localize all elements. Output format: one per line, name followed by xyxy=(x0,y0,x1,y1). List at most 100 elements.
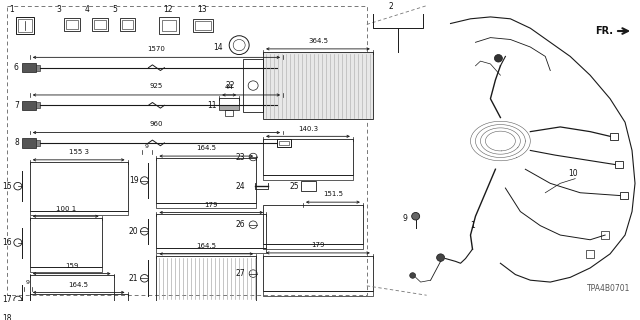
Text: 179: 179 xyxy=(311,242,324,248)
Text: 20: 20 xyxy=(129,227,138,236)
Bar xyxy=(30,294,127,320)
Text: 13: 13 xyxy=(197,5,207,14)
Text: 3: 3 xyxy=(57,5,61,14)
Text: 27: 27 xyxy=(236,269,245,278)
Text: 925: 925 xyxy=(150,83,163,89)
Bar xyxy=(156,256,256,301)
Bar xyxy=(64,18,79,31)
Text: 155 3: 155 3 xyxy=(68,149,89,155)
Text: 4: 4 xyxy=(84,5,90,14)
Circle shape xyxy=(412,212,420,220)
Text: 9: 9 xyxy=(26,280,30,285)
Text: 140.3: 140.3 xyxy=(298,126,318,132)
Bar xyxy=(66,20,77,29)
Bar xyxy=(243,59,263,112)
Bar xyxy=(610,132,618,140)
Text: 25: 25 xyxy=(289,182,299,191)
Bar xyxy=(156,203,256,208)
Bar xyxy=(156,158,256,203)
Text: 22: 22 xyxy=(226,81,235,90)
Circle shape xyxy=(410,273,415,278)
Circle shape xyxy=(495,54,502,62)
Bar xyxy=(30,267,102,272)
Bar xyxy=(279,66,289,69)
Text: 24: 24 xyxy=(236,182,245,191)
Text: 1: 1 xyxy=(9,5,14,14)
Bar xyxy=(122,20,134,29)
Bar xyxy=(22,138,36,148)
Text: 14: 14 xyxy=(214,43,223,52)
Bar xyxy=(30,276,113,320)
Bar xyxy=(30,218,102,267)
Text: 10: 10 xyxy=(568,170,578,179)
Text: 21: 21 xyxy=(129,274,138,283)
Bar xyxy=(220,105,239,110)
Bar xyxy=(36,65,40,70)
Circle shape xyxy=(436,254,445,261)
Bar xyxy=(156,214,266,248)
Text: 164.5: 164.5 xyxy=(68,282,89,288)
Bar xyxy=(279,141,289,145)
Bar xyxy=(277,101,291,109)
Bar xyxy=(263,139,353,175)
Text: 1570: 1570 xyxy=(147,46,165,52)
Bar xyxy=(93,20,106,29)
Bar xyxy=(263,256,372,292)
Bar xyxy=(92,18,108,31)
Text: 11: 11 xyxy=(207,101,216,110)
Text: 151.5: 151.5 xyxy=(323,191,343,197)
Bar xyxy=(220,98,239,105)
Bar xyxy=(193,19,213,32)
Bar xyxy=(156,301,256,306)
Text: 164.5: 164.5 xyxy=(196,145,216,151)
Text: 2: 2 xyxy=(388,2,393,11)
Bar xyxy=(156,248,266,253)
Bar xyxy=(22,63,36,72)
Bar xyxy=(263,244,363,249)
Bar xyxy=(620,192,628,199)
Bar xyxy=(22,100,36,110)
Bar xyxy=(615,161,623,168)
Text: 6: 6 xyxy=(14,63,19,72)
Text: 164.5: 164.5 xyxy=(196,243,216,249)
Text: 1: 1 xyxy=(470,221,475,230)
Text: 18: 18 xyxy=(3,314,12,320)
Bar xyxy=(301,181,316,191)
Bar xyxy=(263,205,363,244)
Bar xyxy=(30,162,127,211)
Bar xyxy=(263,292,372,296)
Bar xyxy=(277,139,291,147)
Bar xyxy=(16,17,34,34)
Text: 9: 9 xyxy=(145,144,148,148)
Bar xyxy=(159,17,179,34)
Text: 960: 960 xyxy=(150,121,163,127)
Bar xyxy=(18,19,32,32)
Bar xyxy=(279,103,289,107)
Text: 7: 7 xyxy=(14,101,19,110)
Text: 100 1: 100 1 xyxy=(56,205,76,212)
Text: 12: 12 xyxy=(163,5,173,14)
Bar xyxy=(277,64,291,71)
Bar xyxy=(263,52,372,119)
Text: FR.: FR. xyxy=(595,26,613,36)
Bar xyxy=(195,21,211,30)
Bar xyxy=(263,175,353,180)
Text: 17: 17 xyxy=(2,295,12,304)
Bar xyxy=(36,140,40,146)
Text: 16: 16 xyxy=(2,238,12,247)
Bar xyxy=(36,102,40,108)
Text: 44: 44 xyxy=(225,84,234,90)
Text: 159: 159 xyxy=(65,263,78,269)
Text: 26: 26 xyxy=(236,220,245,229)
Text: 19: 19 xyxy=(129,176,138,185)
Bar xyxy=(30,211,127,215)
Bar xyxy=(225,110,233,116)
Text: 23: 23 xyxy=(236,153,245,162)
Text: 5: 5 xyxy=(113,5,118,14)
Text: TPA4B0701: TPA4B0701 xyxy=(587,284,630,293)
Text: 8: 8 xyxy=(14,139,19,148)
Bar xyxy=(7,6,367,295)
Bar xyxy=(163,20,177,31)
Text: 179: 179 xyxy=(205,202,218,208)
Text: 15: 15 xyxy=(2,182,12,191)
